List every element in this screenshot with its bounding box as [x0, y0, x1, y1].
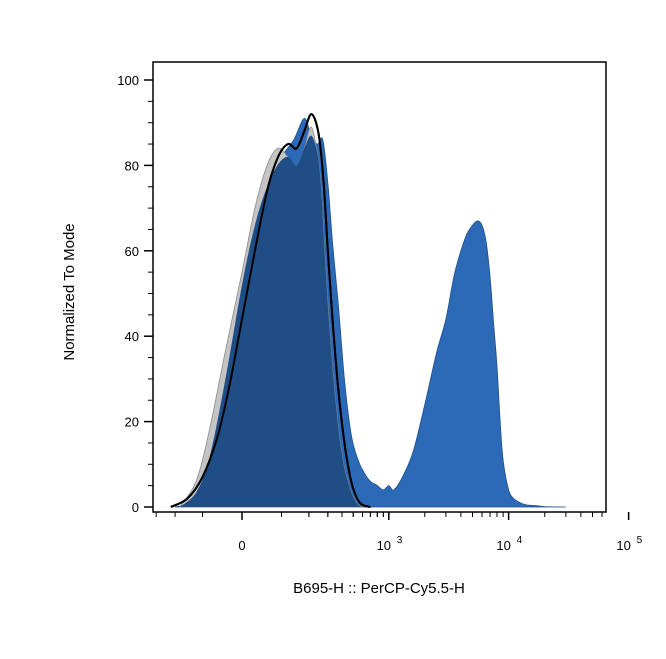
- y-tick-label-5: 100: [117, 73, 139, 88]
- x-tick-label-0: 0: [238, 538, 245, 553]
- y-tick-label-3: 60: [125, 244, 139, 259]
- plot-frame: [152, 61, 607, 513]
- x-tick-exp-2: 4: [517, 535, 523, 546]
- series-layer: [170, 113, 566, 508]
- x-axis-title: B695-H :: PerCP-Cy5.5-H: [293, 580, 465, 597]
- x-tick-label-1: 10: [377, 538, 391, 553]
- y-tick-label-4: 80: [125, 158, 139, 173]
- y-tick-label-2: 40: [125, 329, 139, 344]
- x-tick-label-3: 10: [616, 538, 630, 553]
- x-tick-label-2: 10: [496, 538, 510, 553]
- black-outline-top: [170, 113, 371, 508]
- y-axis-title: Normalized To Mode: [61, 223, 78, 360]
- x-tick-exp-1: 3: [397, 535, 403, 546]
- axis-layer: 0 20 40 60 80 100 0 10 3 10 4 10 5: [117, 73, 642, 553]
- overlap-area: [179, 135, 363, 507]
- x-tick-exp-3: 5: [637, 535, 643, 546]
- y-tick-label-0: 0: [132, 500, 139, 515]
- y-tick-label-1: 20: [125, 415, 139, 430]
